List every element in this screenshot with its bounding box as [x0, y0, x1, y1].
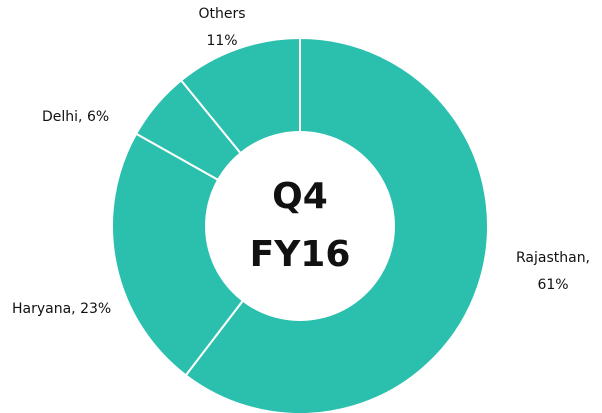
data-label: Haryana, 23%	[12, 301, 111, 317]
donut-hole	[205, 131, 395, 321]
data-label: Others 11%	[198, 6, 245, 49]
donut-slice	[111, 132, 302, 377]
data-label: Delhi, 6%	[42, 109, 109, 125]
center-label: FY16	[250, 234, 351, 275]
center-label: Q4	[272, 176, 328, 217]
data-label: Rajasthan, 61%	[516, 250, 590, 293]
